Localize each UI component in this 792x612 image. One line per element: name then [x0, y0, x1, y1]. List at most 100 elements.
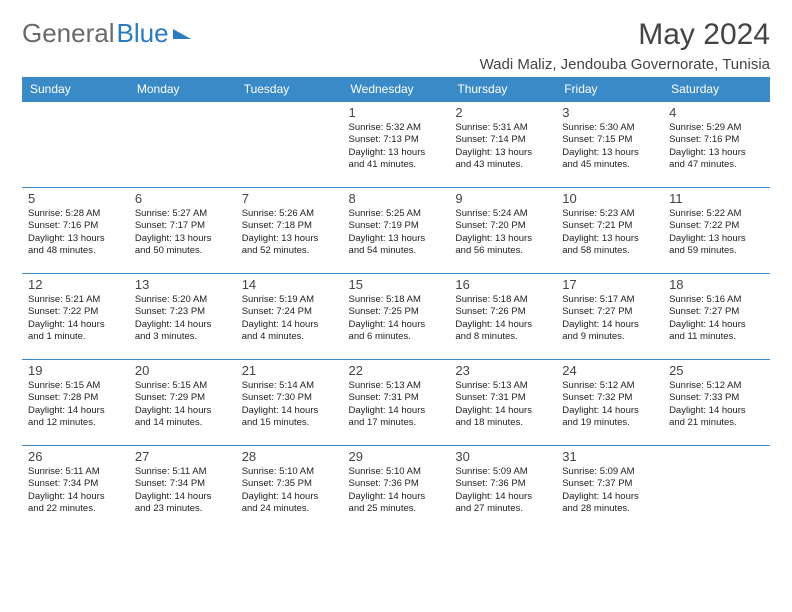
day-number: 16 [455, 277, 550, 292]
day-number: 4 [669, 105, 764, 120]
calendar-table: SundayMondayTuesdayWednesdayThursdayFrid… [22, 77, 770, 532]
day-info: Sunrise: 5:15 AMSunset: 7:28 PMDaylight:… [28, 380, 123, 429]
calendar-cell: 23 Sunrise: 5:13 AMSunset: 7:31 PMDayligh… [449, 360, 556, 446]
day-number: 23 [455, 363, 550, 378]
day-info: Sunrise: 5:11 AMSunset: 7:34 PMDaylight:… [28, 466, 123, 515]
day-number: 28 [242, 449, 337, 464]
calendar-week-row: 12 Sunrise: 5:21 AMSunset: 7:22 PMDayligh… [22, 274, 770, 360]
page-header: GeneralBlue May 2024 Wadi Maliz, Jendoub… [22, 18, 770, 73]
day-info: Sunrise: 5:13 AMSunset: 7:31 PMDaylight:… [455, 380, 550, 429]
calendar-cell [22, 102, 129, 188]
day-info: Sunrise: 5:31 AMSunset: 7:14 PMDaylight:… [455, 122, 550, 171]
day-number: 25 [669, 363, 764, 378]
calendar-cell: 20 Sunrise: 5:15 AMSunset: 7:29 PMDayligh… [129, 360, 236, 446]
day-number: 31 [562, 449, 657, 464]
day-number: 11 [669, 191, 764, 206]
day-number: 24 [562, 363, 657, 378]
day-number: 8 [349, 191, 444, 206]
day-number: 13 [135, 277, 230, 292]
day-info: Sunrise: 5:30 AMSunset: 7:15 PMDaylight:… [562, 122, 657, 171]
calendar-cell: 2 Sunrise: 5:31 AMSunset: 7:14 PMDaylight… [449, 102, 556, 188]
day-header: Saturday [663, 77, 770, 102]
day-number: 1 [349, 105, 444, 120]
day-info: Sunrise: 5:24 AMSunset: 7:20 PMDaylight:… [455, 208, 550, 257]
calendar-cell [663, 446, 770, 532]
calendar-cell: 16 Sunrise: 5:18 AMSunset: 7:26 PMDayligh… [449, 274, 556, 360]
day-number: 27 [135, 449, 230, 464]
calendar-week-row: 19 Sunrise: 5:15 AMSunset: 7:28 PMDayligh… [22, 360, 770, 446]
day-info: Sunrise: 5:25 AMSunset: 7:19 PMDaylight:… [349, 208, 444, 257]
day-info: Sunrise: 5:32 AMSunset: 7:13 PMDaylight:… [349, 122, 444, 171]
logo: GeneralBlue [22, 18, 191, 49]
day-info: Sunrise: 5:23 AMSunset: 7:21 PMDaylight:… [562, 208, 657, 257]
day-header: Tuesday [236, 77, 343, 102]
day-info: Sunrise: 5:27 AMSunset: 7:17 PMDaylight:… [135, 208, 230, 257]
calendar-cell: 11Sunrise: 5:22 AMSunset: 7:22 PMDayligh… [663, 188, 770, 274]
calendar-cell: 15 Sunrise: 5:18 AMSunset: 7:25 PMDayligh… [343, 274, 450, 360]
day-info: Sunrise: 5:10 AMSunset: 7:36 PMDaylight:… [349, 466, 444, 515]
calendar-cell [129, 102, 236, 188]
day-number: 2 [455, 105, 550, 120]
calendar-cell: 1 Sunrise: 5:32 AMSunset: 7:13 PMDaylight… [343, 102, 450, 188]
day-info: Sunrise: 5:28 AMSunset: 7:16 PMDaylight:… [28, 208, 123, 257]
day-info: Sunrise: 5:21 AMSunset: 7:22 PMDaylight:… [28, 294, 123, 343]
day-number: 7 [242, 191, 337, 206]
calendar-cell: 17 Sunrise: 5:17 AMSunset: 7:27 PMDayligh… [556, 274, 663, 360]
calendar-cell: 30 Sunrise: 5:09 AMSunset: 7:36 PMDayligh… [449, 446, 556, 532]
calendar-cell: 24Sunrise: 5:12 AMSunset: 7:32 PMDayligh… [556, 360, 663, 446]
calendar-cell: 25 Sunrise: 5:12 AMSunset: 7:33 PMDayligh… [663, 360, 770, 446]
day-info: Sunrise: 5:14 AMSunset: 7:30 PMDaylight:… [242, 380, 337, 429]
logo-triangle-icon [173, 29, 191, 39]
day-number: 20 [135, 363, 230, 378]
day-number: 12 [28, 277, 123, 292]
day-info: Sunrise: 5:17 AMSunset: 7:27 PMDaylight:… [562, 294, 657, 343]
day-info: Sunrise: 5:09 AMSunset: 7:37 PMDaylight:… [562, 466, 657, 515]
calendar-cell: 21 Sunrise: 5:14 AMSunset: 7:30 PMDayligh… [236, 360, 343, 446]
calendar-cell: 18 Sunrise: 5:16 AMSunset: 7:27 PMDayligh… [663, 274, 770, 360]
day-info: Sunrise: 5:13 AMSunset: 7:31 PMDaylight:… [349, 380, 444, 429]
calendar-cell: 31 Sunrise: 5:09 AMSunset: 7:37 PMDayligh… [556, 446, 663, 532]
day-info: Sunrise: 5:09 AMSunset: 7:36 PMDaylight:… [455, 466, 550, 515]
calendar-week-row: 26 Sunrise: 5:11 AMSunset: 7:34 PMDayligh… [22, 446, 770, 532]
day-info: Sunrise: 5:18 AMSunset: 7:26 PMDaylight:… [455, 294, 550, 343]
day-number: 22 [349, 363, 444, 378]
calendar-cell: 8 Sunrise: 5:25 AMSunset: 7:19 PMDaylight… [343, 188, 450, 274]
calendar-cell: 27 Sunrise: 5:11 AMSunset: 7:34 PMDayligh… [129, 446, 236, 532]
calendar-cell: 28 Sunrise: 5:10 AMSunset: 7:35 PMDayligh… [236, 446, 343, 532]
day-info: Sunrise: 5:20 AMSunset: 7:23 PMDaylight:… [135, 294, 230, 343]
day-number: 9 [455, 191, 550, 206]
day-number: 10 [562, 191, 657, 206]
day-info: Sunrise: 5:15 AMSunset: 7:29 PMDaylight:… [135, 380, 230, 429]
day-header: Wednesday [343, 77, 450, 102]
day-info: Sunrise: 5:16 AMSunset: 7:27 PMDaylight:… [669, 294, 764, 343]
location-subtitle: Wadi Maliz, Jendouba Governorate, Tunisi… [480, 56, 770, 73]
calendar-cell: 26 Sunrise: 5:11 AMSunset: 7:34 PMDayligh… [22, 446, 129, 532]
calendar-header-row: SundayMondayTuesdayWednesdayThursdayFrid… [22, 77, 770, 102]
calendar-week-row: 1 Sunrise: 5:32 AMSunset: 7:13 PMDaylight… [22, 102, 770, 188]
day-info: Sunrise: 5:11 AMSunset: 7:34 PMDaylight:… [135, 466, 230, 515]
day-number: 14 [242, 277, 337, 292]
calendar-body: 1 Sunrise: 5:32 AMSunset: 7:13 PMDaylight… [22, 102, 770, 532]
day-header: Friday [556, 77, 663, 102]
day-info: Sunrise: 5:26 AMSunset: 7:18 PMDaylight:… [242, 208, 337, 257]
day-info: Sunrise: 5:18 AMSunset: 7:25 PMDaylight:… [349, 294, 444, 343]
day-number: 30 [455, 449, 550, 464]
logo-text-gray: General [22, 18, 115, 49]
day-number: 21 [242, 363, 337, 378]
day-number: 6 [135, 191, 230, 206]
day-info: Sunrise: 5:12 AMSunset: 7:33 PMDaylight:… [669, 380, 764, 429]
day-number: 26 [28, 449, 123, 464]
day-number: 17 [562, 277, 657, 292]
calendar-cell: 5Sunrise: 5:28 AMSunset: 7:16 PMDaylight… [22, 188, 129, 274]
calendar-cell: 4 Sunrise: 5:29 AMSunset: 7:16 PMDaylight… [663, 102, 770, 188]
day-info: Sunrise: 5:29 AMSunset: 7:16 PMDaylight:… [669, 122, 764, 171]
month-title: May 2024 [480, 18, 770, 52]
day-number: 18 [669, 277, 764, 292]
calendar-cell: 22 Sunrise: 5:13 AMSunset: 7:31 PMDayligh… [343, 360, 450, 446]
day-number: 15 [349, 277, 444, 292]
day-header: Thursday [449, 77, 556, 102]
calendar-cell: 10 Sunrise: 5:23 AMSunset: 7:21 PMDayligh… [556, 188, 663, 274]
day-info: Sunrise: 5:10 AMSunset: 7:35 PMDaylight:… [242, 466, 337, 515]
calendar-cell: 19 Sunrise: 5:15 AMSunset: 7:28 PMDayligh… [22, 360, 129, 446]
day-number: 19 [28, 363, 123, 378]
